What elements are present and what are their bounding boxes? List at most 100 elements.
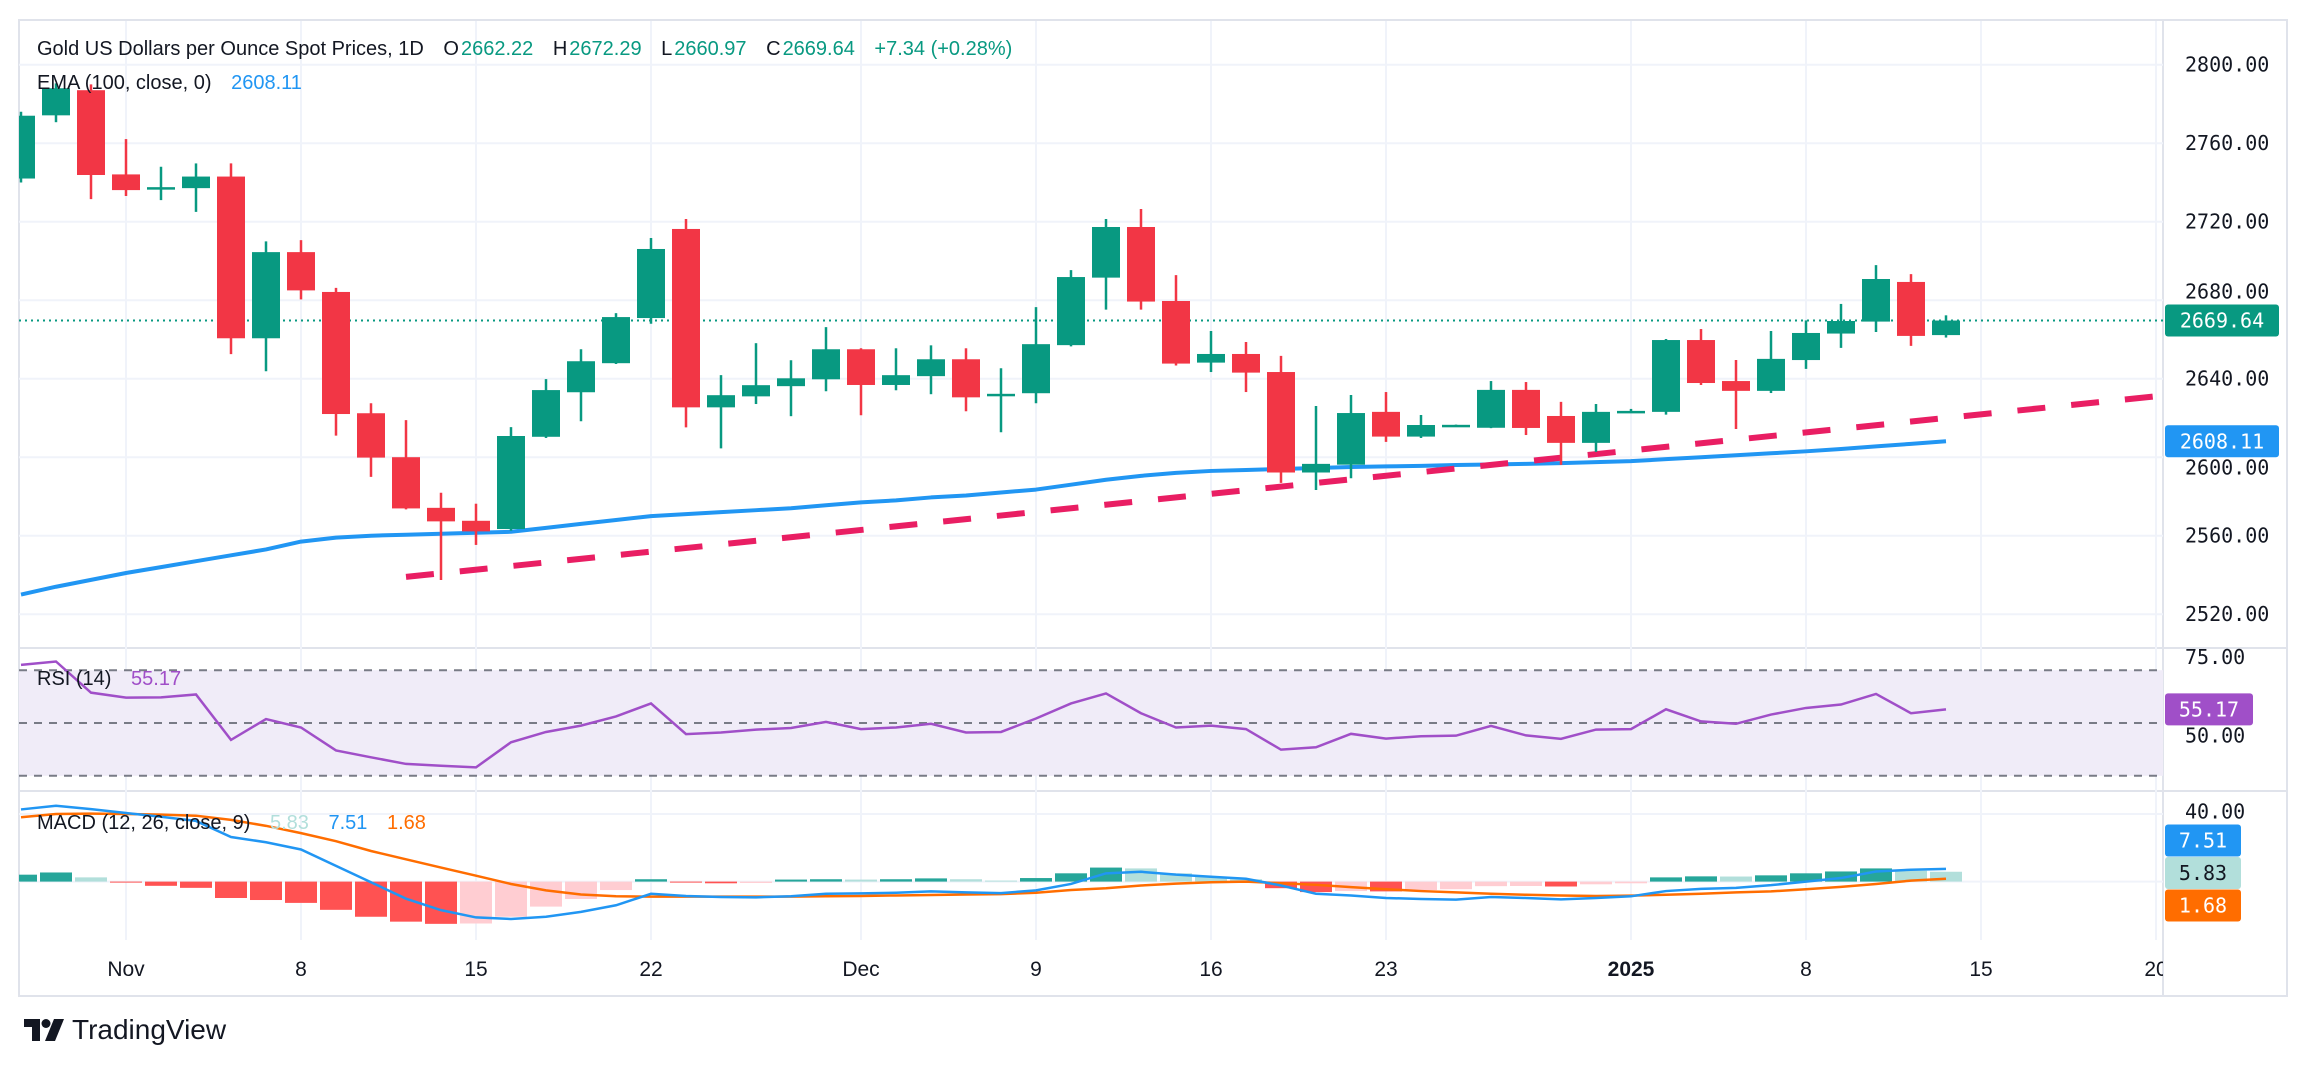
ema-price-badge[interactable]: 2608.11 — [2165, 425, 2279, 458]
candle-body — [917, 359, 945, 377]
price-axis[interactable]: 2800.00 2760.00 2720.00 2680.00 2640.00 2600.… — [2165, 53, 2279, 922]
macd-histogram-bar — [285, 881, 317, 903]
candle[interactable] — [1442, 424, 1470, 428]
candle[interactable] — [252, 241, 280, 372]
macd-histogram-bar — [1300, 881, 1332, 893]
candle[interactable] — [1687, 329, 1715, 385]
candle[interactable] — [1057, 270, 1085, 347]
candle[interactable] — [1792, 320, 1820, 369]
macd-legend[interactable]: MACD (12, 26, close, 9) 5.83 7.51 1.68 — [37, 812, 428, 835]
candle[interactable] — [1582, 404, 1610, 452]
candle[interactable] — [357, 403, 385, 477]
candle[interactable] — [147, 166, 175, 201]
candle[interactable] — [1372, 392, 1400, 442]
last-price-badge[interactable]: 2669.64 — [2165, 304, 2279, 337]
candle[interactable] — [742, 343, 770, 405]
macd-pane[interactable] — [5, 804, 1962, 924]
candle-body — [217, 176, 245, 339]
candle[interactable] — [1862, 265, 1890, 332]
candle[interactable] — [42, 83, 70, 123]
candle[interactable] — [812, 327, 840, 392]
candle[interactable] — [1302, 405, 1330, 490]
macd-histogram-bar — [600, 881, 632, 891]
macd-histogram-bar — [1825, 871, 1857, 882]
candle[interactable] — [1932, 315, 1960, 338]
candle[interactable] — [707, 375, 735, 449]
candle[interactable] — [462, 503, 490, 545]
candle[interactable] — [1827, 303, 1855, 348]
candle[interactable] — [917, 345, 945, 395]
candle-body — [1267, 372, 1295, 473]
candle-body — [1092, 226, 1120, 278]
candle[interactable] — [1407, 415, 1435, 438]
candle-body — [147, 187, 175, 190]
symbol-title[interactable]: Gold US Dollars per Ounce Spot Prices, 1… — [37, 38, 424, 60]
rsi-line[interactable] — [20, 660, 1947, 769]
candle[interactable] — [1722, 360, 1750, 429]
macd-histogram-bar — [1580, 881, 1612, 885]
candle[interactable] — [1267, 355, 1295, 483]
candle[interactable] — [112, 139, 140, 196]
candle[interactable] — [847, 348, 875, 416]
candle[interactable] — [1652, 339, 1680, 415]
candle[interactable] — [1757, 331, 1785, 394]
candle-body — [882, 375, 910, 385]
candle-body — [497, 436, 525, 530]
candle[interactable] — [497, 427, 525, 531]
candle[interactable] — [1897, 274, 1925, 346]
time-axis[interactable]: Nov 8 15 22 Dec 9 16 23 2025 8 15 20 — [107, 958, 2167, 981]
macd-value-badge[interactable]: 7.51 — [2165, 824, 2241, 857]
candle[interactable] — [952, 348, 980, 412]
candle[interactable] — [217, 163, 245, 355]
candle[interactable] — [1477, 381, 1505, 429]
candle[interactable] — [1547, 401, 1575, 465]
candle[interactable] — [7, 111, 35, 183]
rsi-pane[interactable] — [20, 660, 1947, 769]
candle[interactable] — [1092, 218, 1120, 310]
candle[interactable] — [1617, 408, 1645, 414]
time-axis-label: 23 — [1374, 958, 1397, 981]
signal-value-badge[interactable]: 1.68 — [2165, 889, 2241, 922]
candle[interactable] — [987, 368, 1015, 433]
candle[interactable] — [1022, 307, 1050, 404]
candle[interactable] — [1197, 331, 1225, 373]
candle[interactable] — [322, 287, 350, 436]
candle[interactable] — [287, 240, 315, 300]
macd-line[interactable] — [20, 804, 1947, 921]
tradingview-branding[interactable]: TradingView — [24, 1014, 226, 1046]
candle[interactable] — [567, 349, 595, 422]
ema-100-line[interactable] — [20, 439, 1947, 597]
candle[interactable] — [602, 313, 630, 364]
candle[interactable] — [1127, 208, 1155, 310]
candle[interactable] — [182, 163, 210, 212]
candle[interactable] — [532, 379, 560, 438]
candle[interactable] — [1162, 275, 1190, 366]
close-value: 2669.64 — [782, 38, 855, 60]
macd-histogram-bar — [1440, 881, 1472, 890]
candle[interactable] — [1337, 394, 1365, 479]
rsi-legend[interactable]: RSI (14) 55.17 — [37, 668, 183, 691]
candle[interactable] — [427, 492, 455, 581]
candle-body — [1407, 425, 1435, 437]
candle-body — [392, 457, 420, 509]
candle[interactable] — [1512, 382, 1540, 436]
support-trendline[interactable] — [405, 392, 2163, 580]
candle[interactable] — [882, 348, 910, 391]
ema-legend[interactable]: EMA (100, close, 0) 2608.11 — [37, 72, 304, 95]
candle[interactable] — [672, 218, 700, 428]
candle-body — [287, 252, 315, 291]
candle-body — [1862, 279, 1890, 322]
rsi-value-badge[interactable]: 55.17 — [2165, 693, 2253, 726]
candle[interactable] — [637, 237, 665, 324]
candle[interactable] — [77, 84, 105, 200]
candle[interactable] — [1232, 342, 1260, 393]
macd-histogram-bar — [1020, 878, 1052, 882]
candle-body — [1057, 277, 1085, 346]
candle[interactable] — [777, 360, 805, 417]
ema-price-badge-background — [2165, 425, 2279, 458]
histogram-value-badge[interactable]: 5.83 — [2165, 857, 2241, 889]
macd-legend-histogram: 5.83 — [269, 812, 309, 834]
price-pane[interactable] — [7, 83, 2163, 597]
candle[interactable] — [392, 420, 420, 510]
